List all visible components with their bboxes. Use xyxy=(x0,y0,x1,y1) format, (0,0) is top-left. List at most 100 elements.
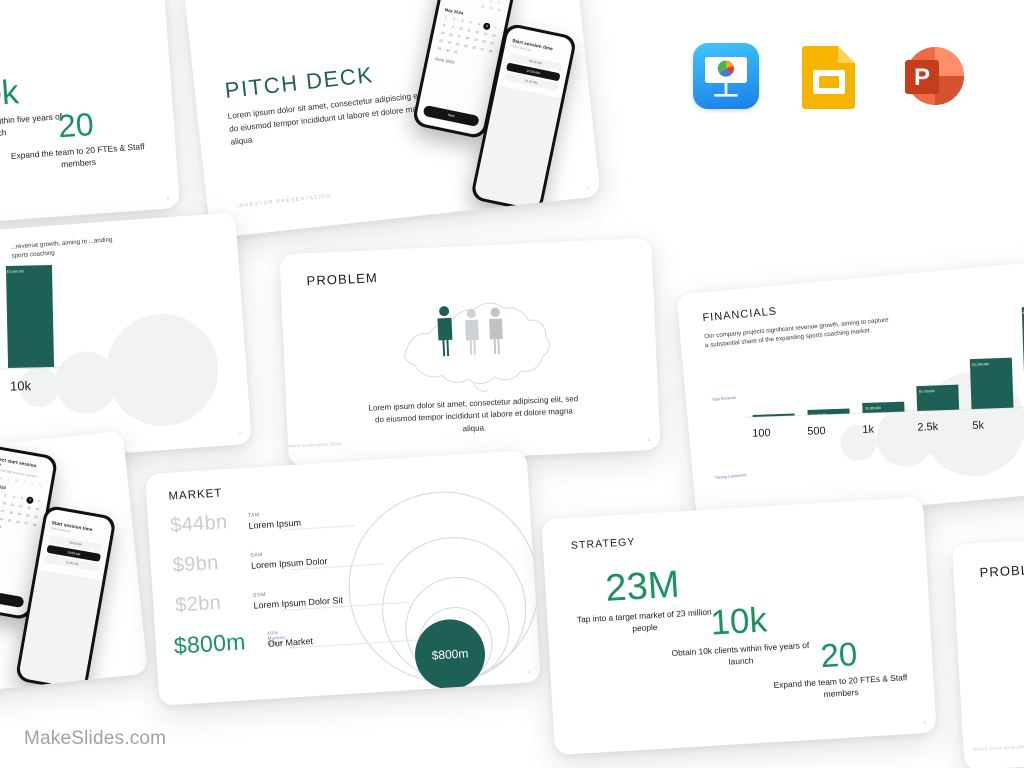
stat-caption: Expand the team to 20 FTEs & Staff membe… xyxy=(10,141,145,170)
export-format-icons: P xyxy=(693,42,993,110)
chart-bar-value-label: $5,750,000 xyxy=(918,388,935,394)
slide-source-note: Source: Lorem Ipsum (2024) xyxy=(285,440,343,449)
chart-bar-value-label: $2,300,000 xyxy=(864,405,881,411)
slide-financials-cropped-left[interactable]: ...revenue growth, aiming to ...anding s… xyxy=(0,212,252,476)
chart-bar xyxy=(915,384,959,411)
market-tier-som: $2bn SOM Lorem Ipsum Dolor Sit xyxy=(174,591,344,618)
page-number: 7 xyxy=(238,431,242,437)
day-cell[interactable]: 21 xyxy=(490,40,495,46)
google-slides-icon[interactable] xyxy=(799,43,859,109)
slide-app-mockups-cropped[interactable]: Select start session date Choose the dat… xyxy=(0,430,149,702)
tier-amount: $44bn xyxy=(169,511,229,537)
slide-market[interactable]: MARKET $44bn TAM Lorem Ipsum $9bn SAM Lo… xyxy=(145,450,541,706)
x-axis-label: Paying Customers xyxy=(715,472,747,480)
person-icon-primary xyxy=(437,306,453,357)
stat-value: 10k xyxy=(709,600,769,643)
day-cell[interactable]: 21 xyxy=(33,514,38,520)
slide-title: PROBLEM xyxy=(306,270,379,289)
day-cell[interactable]: 31 xyxy=(453,49,458,55)
slide-pitch-deck[interactable]: PITCH DECK Lorem ipsum dolor sit amet, c… xyxy=(183,0,601,239)
page-number: 5 xyxy=(923,720,927,726)
page-number: 5 xyxy=(166,195,170,201)
person-icon-tertiary xyxy=(489,307,503,354)
apple-keynote-icon[interactable] xyxy=(693,43,759,109)
day-cell[interactable]: 14 xyxy=(35,506,40,512)
microsoft-powerpoint-icon[interactable]: P xyxy=(899,43,965,109)
next-button[interactable]: Next xyxy=(0,587,25,609)
chart-category-label: 2.5k xyxy=(916,420,938,434)
next-button[interactable]: Next xyxy=(422,104,480,128)
slide-title: FINANCIALS xyxy=(702,305,778,325)
tier-amount: $2bn xyxy=(174,591,222,617)
day-cell[interactable]: 26 xyxy=(15,519,20,525)
day-cell[interactable]: 12 xyxy=(18,503,23,509)
slide-problem[interactable]: PROBLEM Lorem ipsum dolor sit amet, cons… xyxy=(279,237,661,467)
day-cell[interactable]: 10 xyxy=(2,501,7,506)
slide-problem-cropped-right[interactable]: PROBLEM Source: Lorem Ipsum (2024) 3 xyxy=(951,523,1024,768)
site-watermark: MakeSlides.com xyxy=(24,728,167,749)
tier-tag: SOM xyxy=(252,591,267,599)
slide-title: PROBLEM xyxy=(979,561,1024,581)
slide-title: STRATEGY xyxy=(570,536,636,552)
day-cell[interactable]: 7 xyxy=(37,499,40,504)
day-cell[interactable]: 5 xyxy=(477,22,481,27)
day-cell[interactable]: 25 xyxy=(7,518,12,523)
day-cell-selected[interactable]: 6 xyxy=(482,22,492,31)
svg-text:P: P xyxy=(914,64,930,91)
stat-value: 23M xyxy=(604,563,681,610)
day-cell-selected[interactable]: 6 xyxy=(26,496,35,505)
day-cell[interactable]: 28 xyxy=(488,48,493,54)
day-cell[interactable]: 11 xyxy=(10,502,15,508)
page-number: 3 xyxy=(647,436,651,443)
market-tier-tam: $44bn TAM Lorem Ipsum xyxy=(169,511,302,538)
chart-category-label: 10k xyxy=(9,378,32,395)
day-cell[interactable]: 30 xyxy=(497,7,502,13)
slide-strategy-cropped-topleft[interactable]: STRATEGY 23M Tap into a target market of… xyxy=(0,0,181,236)
day-cell[interactable]: 14 xyxy=(491,33,496,38)
tier-amount: $9bn xyxy=(172,551,220,577)
phone-content-placeholder xyxy=(18,569,103,690)
slide-footer-label: INVESTOR PRESENTATION xyxy=(237,193,332,210)
chart-bar-value-label: $1,150,000 xyxy=(810,412,826,418)
stat-block-3: 20 Expand the team to 20 FTEs & Staff me… xyxy=(763,634,916,704)
slide-strategy[interactable]: STRATEGY 23M Tap into a target market of… xyxy=(541,496,937,756)
stat-block-3: 20 Expand the team to 20 FTEs & Staff me… xyxy=(5,104,149,174)
bar-chart-financials: $230,000 100 $1,150,000 500 $2,300,000 1k $5,7… xyxy=(676,258,1024,439)
day-cell[interactable]: 31 xyxy=(0,523,4,531)
slide-title: MARKET xyxy=(168,487,223,503)
slide-source-note: Source: Lorem Ipsum (2024) xyxy=(973,743,1024,752)
chart-category-label: 500 xyxy=(806,424,826,438)
next-button-label: Next xyxy=(447,112,455,119)
decorative-circle xyxy=(102,309,223,430)
chart-bar-value-label: $230,000 xyxy=(755,417,769,423)
day-cell[interactable]: 7 xyxy=(494,25,497,30)
map-illustration xyxy=(391,286,566,402)
slide-financials[interactable]: FINANCIALS Our company projects signific… xyxy=(676,258,1024,526)
chart-bar xyxy=(5,265,55,369)
person-icon-secondary xyxy=(465,308,479,356)
stat-caption: Expand the team to 20 FTEs & Staff membe… xyxy=(773,672,908,700)
market-tier-sam: $9bn SAM Lorem Ipsum Dolor xyxy=(172,551,328,578)
page-number: 4 xyxy=(527,669,531,675)
tier-tag: SAM xyxy=(250,551,264,559)
day-cell[interactable]: 3 xyxy=(4,493,7,498)
chart-category-label: 5k xyxy=(971,419,984,432)
day-cell[interactable]: 18 xyxy=(8,510,14,515)
page-number: 1 xyxy=(586,184,590,190)
day-cell[interactable]: 20 xyxy=(25,513,30,518)
day-cell[interactable]: 5 xyxy=(20,496,24,501)
tier-amount: $800m xyxy=(173,628,247,659)
next-button-label: Next xyxy=(0,588,24,609)
market-bubble-label: $800m xyxy=(431,646,469,663)
day-cell[interactable]: 27 xyxy=(24,521,29,526)
slide-body-text: ...revenue growth, aiming to ...anding s… xyxy=(10,236,113,260)
tier-tag: TAM xyxy=(247,512,261,519)
chart-category-label: 1k xyxy=(861,423,874,436)
day-cell[interactable]: 19 xyxy=(17,511,22,517)
day-cell[interactable]: 4 xyxy=(12,494,15,500)
day-cell[interactable]: 28 xyxy=(32,522,37,528)
chart-bar-value-label: $11,500,000 xyxy=(971,361,989,367)
day-cell[interactable]: 13 xyxy=(26,505,32,510)
market-tier-our-market: $800m 10% Market Share Our Market xyxy=(173,628,313,659)
